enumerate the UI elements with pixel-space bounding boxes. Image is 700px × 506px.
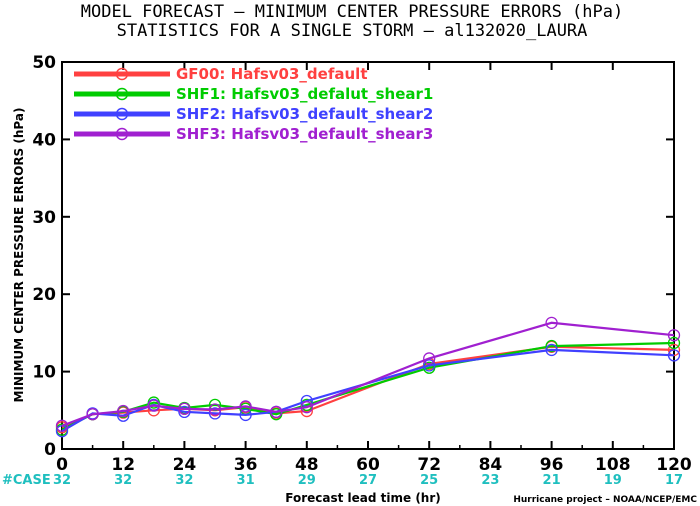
y-tick-label: 40 xyxy=(32,130,56,150)
x-tick-label: 120 xyxy=(656,455,692,475)
x-tick-label: 48 xyxy=(295,455,319,475)
x-tick-label: 72 xyxy=(417,455,441,475)
y-axis: 0 10 20 30 40 50 xyxy=(32,53,674,460)
case-label: #CASE xyxy=(2,473,51,488)
chart-title: MODEL FORECAST – MINIMUM CENTER PRESSURE… xyxy=(81,2,623,22)
series-2 xyxy=(55,343,681,438)
data-point xyxy=(545,316,558,329)
data-point xyxy=(300,401,313,414)
x-tick-label: 0 xyxy=(56,455,68,475)
y-tick-label: 50 xyxy=(32,53,56,73)
legend-marker xyxy=(115,87,129,101)
data-point xyxy=(667,329,681,342)
case-count: 21 xyxy=(543,473,561,488)
case-count: 19 xyxy=(604,473,622,488)
legend-label: SHF2: Hafsv03_default_shear2 xyxy=(176,105,433,123)
case-count: 23 xyxy=(481,473,499,488)
x-tick-label: 96 xyxy=(540,455,564,475)
case-count: 17 xyxy=(665,473,683,488)
data-point xyxy=(239,400,252,413)
legend-marker xyxy=(115,107,129,121)
y-tick-label: 10 xyxy=(32,363,56,383)
y-tick-label: 20 xyxy=(32,285,56,305)
data-point xyxy=(667,336,681,350)
legend-marker xyxy=(115,127,129,141)
x-tick-label: 108 xyxy=(595,455,631,475)
case-counts: 32 32 32 31 29 27 25 23 21 19 17 xyxy=(53,473,683,488)
case-count: 32 xyxy=(114,473,132,488)
x-tick-label: 36 xyxy=(234,455,258,475)
data-point xyxy=(667,349,681,362)
legend-entry: SHF3: Hafsv03_default_shear3 xyxy=(74,125,433,143)
data-point xyxy=(667,343,681,357)
x-tick-label: 84 xyxy=(479,455,503,475)
series-3 xyxy=(55,316,681,432)
series-line xyxy=(61,341,675,431)
case-count: 27 xyxy=(359,473,377,488)
data-point xyxy=(545,343,558,357)
data-point xyxy=(423,359,436,372)
y-tick-label: 0 xyxy=(44,440,56,460)
y-tick-label: 30 xyxy=(32,208,56,228)
legend-marker xyxy=(115,67,129,81)
case-count: 32 xyxy=(175,473,193,488)
x-tick-label: 60 xyxy=(356,455,380,475)
data-point xyxy=(208,403,222,416)
legend-label: GF00: Hafsv03_default xyxy=(176,65,367,83)
data-point xyxy=(178,402,191,415)
data-point xyxy=(545,339,558,353)
legend-label: SHF1: Hafsv03_defalut_shear1 xyxy=(176,85,433,103)
case-count: 29 xyxy=(298,473,316,488)
data-point xyxy=(55,419,69,432)
data-point xyxy=(117,404,130,418)
legend-label: SHF3: Hafsv03_default_shear3 xyxy=(176,125,433,143)
y-axis-label: MINIMUM CENTER PRESSURE ERRORS (hPa) xyxy=(12,108,26,403)
x-tick-label: 24 xyxy=(173,455,197,475)
data-point xyxy=(86,408,99,421)
series-line xyxy=(61,348,675,433)
chart-subtitle: STATISTICS FOR A SINGLE STORM – al132020… xyxy=(117,21,588,41)
data-point xyxy=(270,405,283,418)
data-point xyxy=(208,407,222,420)
data-point xyxy=(147,399,160,412)
case-count: 25 xyxy=(420,473,438,488)
x-axis-label: Forecast lead time (hr) xyxy=(285,491,441,505)
credit-text: Hurricane project – NOAA/NCEP/EMC xyxy=(513,495,697,505)
legend-entry: GF00: Hafsv03_default xyxy=(74,65,367,83)
case-count: 31 xyxy=(237,473,255,488)
legend-entry: SHF2: Hafsv03_default_shear2 xyxy=(74,105,433,123)
x-tick-label: 12 xyxy=(111,455,135,475)
data-point xyxy=(178,405,191,418)
x-axis: 0 12 24 36 48 60 72 84 96 108 120 xyxy=(56,62,692,475)
case-count: 32 xyxy=(53,473,71,488)
data-point xyxy=(239,408,252,422)
legend: GF00: Hafsv03_default SHF1: Hafsv03_defal… xyxy=(74,65,433,143)
legend-entry: SHF1: Hafsv03_defalut_shear1 xyxy=(74,85,433,103)
series-lines xyxy=(55,316,681,438)
data-point xyxy=(423,352,436,365)
